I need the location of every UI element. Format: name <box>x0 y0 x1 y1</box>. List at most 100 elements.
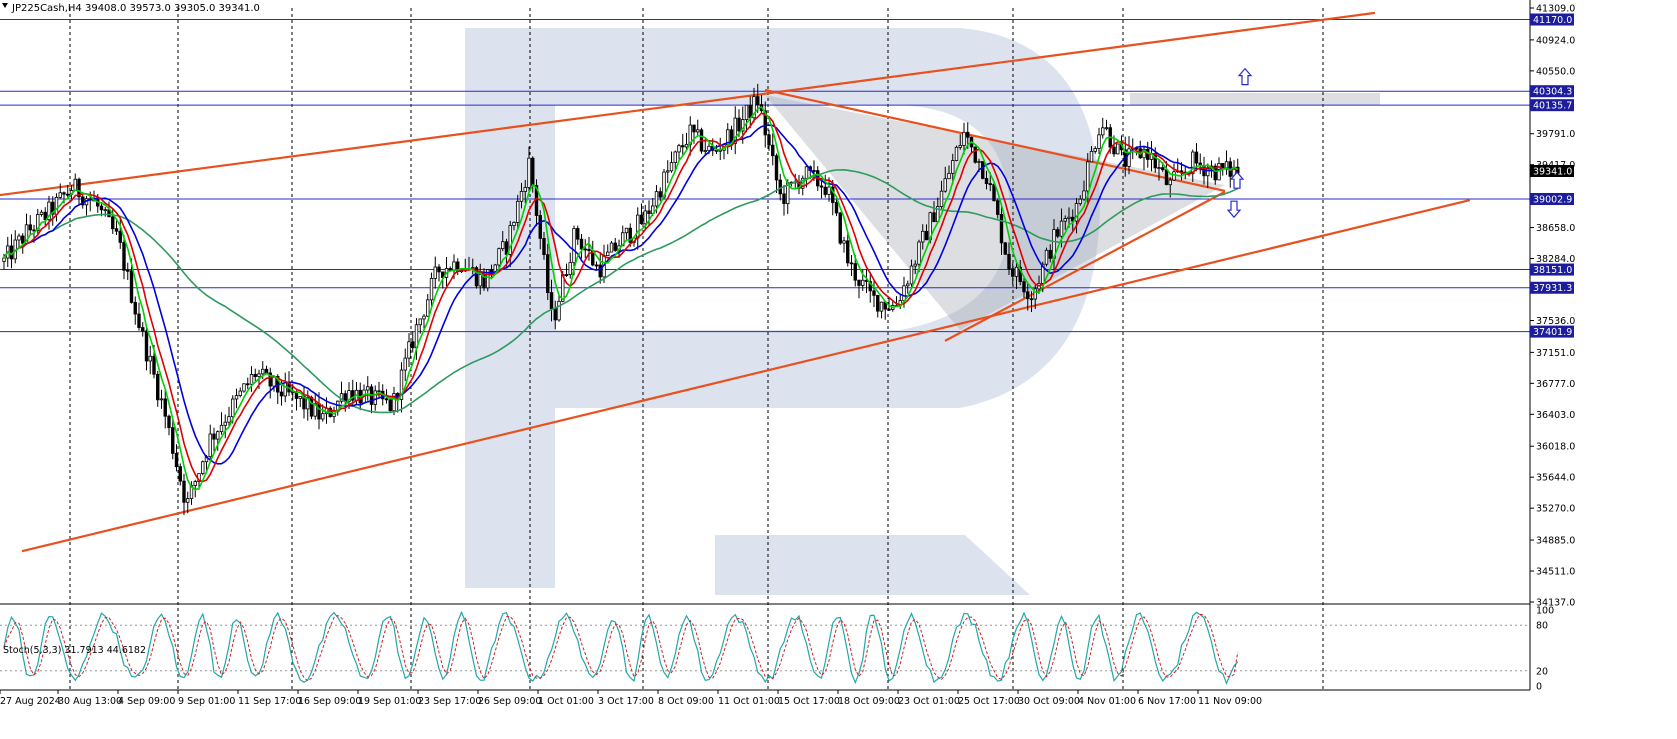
candle-body <box>21 235 25 244</box>
candle-body <box>66 193 70 196</box>
candle-body <box>598 264 602 278</box>
price-tick-label: 34511.0 <box>1536 567 1575 578</box>
stoch-tick-label: 20 <box>1536 666 1548 677</box>
candle-body <box>272 376 276 387</box>
candle-body <box>1104 127 1109 130</box>
time-tick-label: 4 Nov 01:00 <box>1078 696 1136 707</box>
candle-body <box>43 211 47 221</box>
candle-body <box>999 214 1004 244</box>
candle-body <box>17 235 21 241</box>
candle-body <box>831 186 835 203</box>
candle-body <box>433 266 437 279</box>
candle-body <box>846 240 850 264</box>
candle-body <box>497 248 501 266</box>
candle-body <box>1011 268 1015 277</box>
candle-body <box>527 157 531 188</box>
price-tick-label: 38658.0 <box>1536 223 1575 234</box>
candle-body <box>643 210 647 225</box>
level-price-tag-label: 37401.9 <box>1533 327 1572 338</box>
candle-body <box>279 391 284 397</box>
watermark-leg <box>785 535 1030 595</box>
candle-body <box>156 373 160 401</box>
candle-body <box>58 192 62 198</box>
candle-body <box>902 285 906 301</box>
dropdown-triangle-icon[interactable] <box>2 3 8 8</box>
price-tick-label: 41309.0 <box>1536 4 1575 15</box>
candle-body <box>47 201 51 221</box>
candle-body <box>666 170 670 173</box>
time-tick-label: 25 Oct 17:00 <box>958 696 1020 707</box>
candle-body <box>159 398 164 401</box>
candle-body <box>242 383 246 392</box>
candle-body <box>238 390 242 396</box>
candle-body <box>478 274 482 287</box>
candle-body <box>186 498 190 503</box>
candle-body <box>519 191 524 202</box>
axes: 41309.040924.040550.039791.039417.038658… <box>0 0 1575 707</box>
candle-body <box>201 461 205 474</box>
candle-body <box>1014 266 1019 277</box>
stoch-tick-label: 80 <box>1536 621 1548 632</box>
price-tick-label: 35270.0 <box>1536 504 1575 515</box>
candle-body <box>508 225 512 255</box>
candle-body <box>1213 165 1217 181</box>
price-tick-label: 36403.0 <box>1536 410 1575 421</box>
level-price-tag-label: 41170.0 <box>1533 15 1572 26</box>
candle-body <box>763 110 767 136</box>
candle-body <box>587 248 591 252</box>
price-tick-label: 40550.0 <box>1536 66 1575 77</box>
candle-body <box>868 281 872 292</box>
candle-body <box>977 161 981 163</box>
candle-body <box>692 124 696 133</box>
candle-body <box>782 193 786 204</box>
time-tick-label: 30 Oct 09:00 <box>1018 696 1080 707</box>
resistance-zone-shade <box>1130 93 1380 105</box>
candle-body <box>28 224 32 231</box>
candle-body <box>388 399 392 412</box>
candle-body <box>486 269 490 289</box>
candle-body <box>696 129 700 133</box>
candle-body <box>223 421 227 426</box>
candle-body <box>924 230 929 241</box>
price-tick-label: 36777.0 <box>1536 379 1575 390</box>
candle-body <box>422 315 426 320</box>
stoch-tick-label: 0 <box>1536 682 1542 693</box>
candle-body <box>418 318 422 326</box>
candle-body <box>872 290 876 296</box>
stochastic-panel <box>0 603 1530 685</box>
candle-body <box>669 162 674 172</box>
candle-body <box>246 383 250 386</box>
ma-slow-line <box>3 168 1239 414</box>
candle-body <box>36 214 40 232</box>
price-tick-label: 35644.0 <box>1536 473 1575 484</box>
candle-body <box>624 227 629 234</box>
candle-body <box>1022 281 1026 293</box>
candle-body <box>609 242 614 253</box>
candle-body <box>909 265 914 285</box>
candle-body <box>261 368 265 375</box>
candle-body <box>1029 298 1034 301</box>
candle-body <box>1194 151 1199 164</box>
candle-body <box>77 178 81 198</box>
candle-body <box>756 96 760 106</box>
candle-body <box>962 131 966 146</box>
candle-body <box>321 413 325 420</box>
candle-body <box>283 382 287 397</box>
candle-body <box>377 390 381 393</box>
candle-body <box>583 248 587 251</box>
candle-body <box>516 200 520 223</box>
candle-body <box>1093 148 1097 152</box>
chart-header: JP225Cash,H4 39408.0 39573.0 39305.0 393… <box>11 3 260 14</box>
level-price-tag <box>1530 192 1574 205</box>
candle-body <box>542 237 546 255</box>
time-tick-label: 11 Oct 01:00 <box>718 696 780 707</box>
candle-body <box>531 157 535 186</box>
price-tick-label: 34137.0 <box>1536 598 1575 609</box>
candle-body <box>966 131 970 138</box>
trend-lines <box>0 11 1471 553</box>
candle-body <box>474 267 479 287</box>
candle-body <box>887 308 891 311</box>
candle-body <box>178 466 182 482</box>
time-tick-label: 23 Sep 17:00 <box>418 696 481 707</box>
